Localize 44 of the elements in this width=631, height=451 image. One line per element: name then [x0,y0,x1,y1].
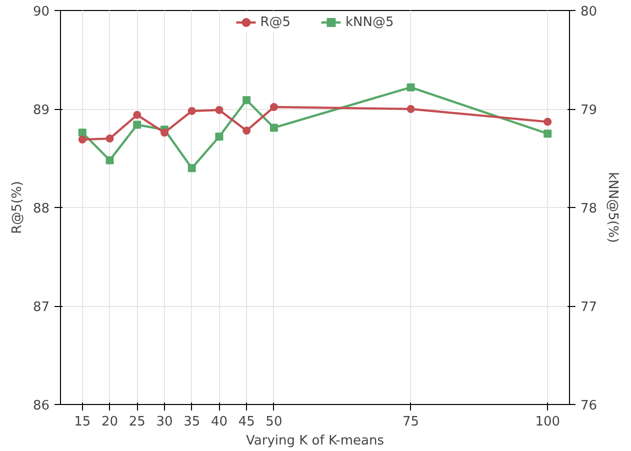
point [544,118,552,126]
y-tick-label: 89 [32,103,50,118]
x-axis-title: Varying K of K-means [246,434,384,448]
y-tick-label: 86 [32,398,50,414]
legend-label: kNN@5 [346,14,394,30]
point [133,120,142,129]
point [270,124,278,132]
y-axis-title: R@5(%) [10,181,25,234]
x-tick-label: 30 [156,414,173,430]
y-tick-label: 90 [32,4,50,20]
y2-axis-title: kNN@5(%) [605,172,620,243]
x-tick-label: 50 [266,414,282,430]
x-tick-label: 75 [402,414,420,430]
x-tick-label: 25 [128,414,146,430]
point [406,83,415,92]
y2-tick-label: 77 [580,300,598,315]
point [133,110,142,119]
x-tick-label: 15 [74,414,91,430]
point [215,106,224,114]
point [215,132,224,141]
y2-tick-label: 78 [580,202,598,216]
x-tick-label: 100 [535,414,560,430]
point [78,128,86,137]
point [242,96,251,104]
y-tick-label: 87 [32,300,50,315]
point [188,164,196,172]
point [160,128,168,137]
x-tick-label: 40 [210,414,228,430]
y2-tick-label: 80 [580,4,598,20]
x-tick-label: 20 [101,414,118,430]
point [544,130,552,138]
point [106,134,114,143]
y-tick-label: 88 [32,202,50,216]
point [78,136,86,144]
x-tick-label: 45 [238,414,255,430]
legend-label: R@5 [260,14,291,30]
point [406,105,415,113]
point [242,126,251,135]
point [188,106,196,115]
point [270,103,278,112]
point [106,156,114,164]
y2-tick-label: 76 [580,398,598,414]
x-tick-label: 35 [184,414,200,430]
y2-tick-label: 79 [580,103,598,118]
